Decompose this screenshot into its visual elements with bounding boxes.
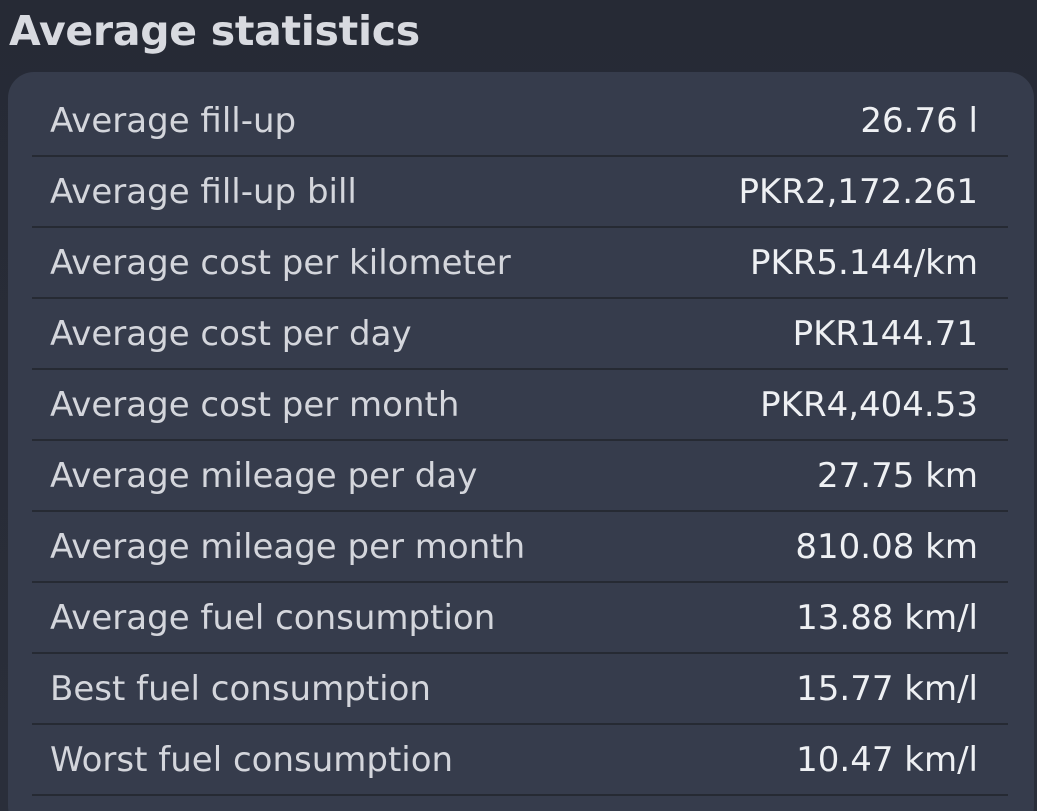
stat-row-average-fill-up-bill: Average fill-up bill PKR2,172.261 [32, 157, 1008, 228]
stat-row-average-fill-up: Average fill-up 26.76 l [32, 86, 1008, 157]
stat-label: Average cost per day [50, 314, 412, 354]
average-statistics-card: Average fill-up 26.76 l Average fill-up … [8, 72, 1034, 811]
stat-value: 13.88 km/l [796, 598, 978, 638]
stat-value: 810.08 km [795, 527, 978, 567]
stat-row-average-mileage-per-day: Average mileage per day 27.75 km [32, 441, 1008, 512]
stat-row-average-cost-per-day: Average cost per day PKR144.71 [32, 299, 1008, 370]
stat-label: Average fill-up bill [50, 172, 357, 212]
stat-label: Worst fuel consumption [50, 740, 454, 780]
stat-label: Best fuel consumption [50, 669, 431, 709]
stat-label: Average cost per month [50, 385, 460, 425]
stat-label: Average fuel consumption [50, 598, 496, 638]
stat-row-average-mileage-per-month: Average mileage per month 810.08 km [32, 512, 1008, 583]
stat-value: 26.76 l [860, 101, 978, 141]
stat-row-best-fuel-consumption: Best fuel consumption 15.77 km/l [32, 654, 1008, 725]
stat-row-average-cost-per-month: Average cost per month PKR4,404.53 [32, 370, 1008, 441]
stat-label: Average mileage per month [50, 527, 526, 567]
stat-label: Average fill-up [50, 101, 297, 141]
stat-value: PKR4,404.53 [760, 385, 978, 425]
stat-label: Average mileage per day [50, 456, 478, 496]
stat-label: Average cost per kilometer [50, 243, 511, 283]
stat-value: 27.75 km [817, 456, 978, 496]
stat-value: PKR2,172.261 [738, 172, 978, 212]
stat-value: PKR5.144/km [749, 243, 978, 283]
section-title: Average statistics [9, 7, 420, 55]
stat-row-worst-fuel-consumption: Worst fuel consumption 10.47 km/l [32, 725, 1008, 796]
stat-value: 10.47 km/l [796, 740, 978, 780]
stat-value: 15.77 km/l [796, 669, 978, 709]
stat-row-average-cost-per-kilometer: Average cost per kilometer PKR5.144/km [32, 228, 1008, 299]
stat-row-average-fuel-consumption: Average fuel consumption 13.88 km/l [32, 583, 1008, 654]
stat-value: PKR144.71 [792, 314, 978, 354]
